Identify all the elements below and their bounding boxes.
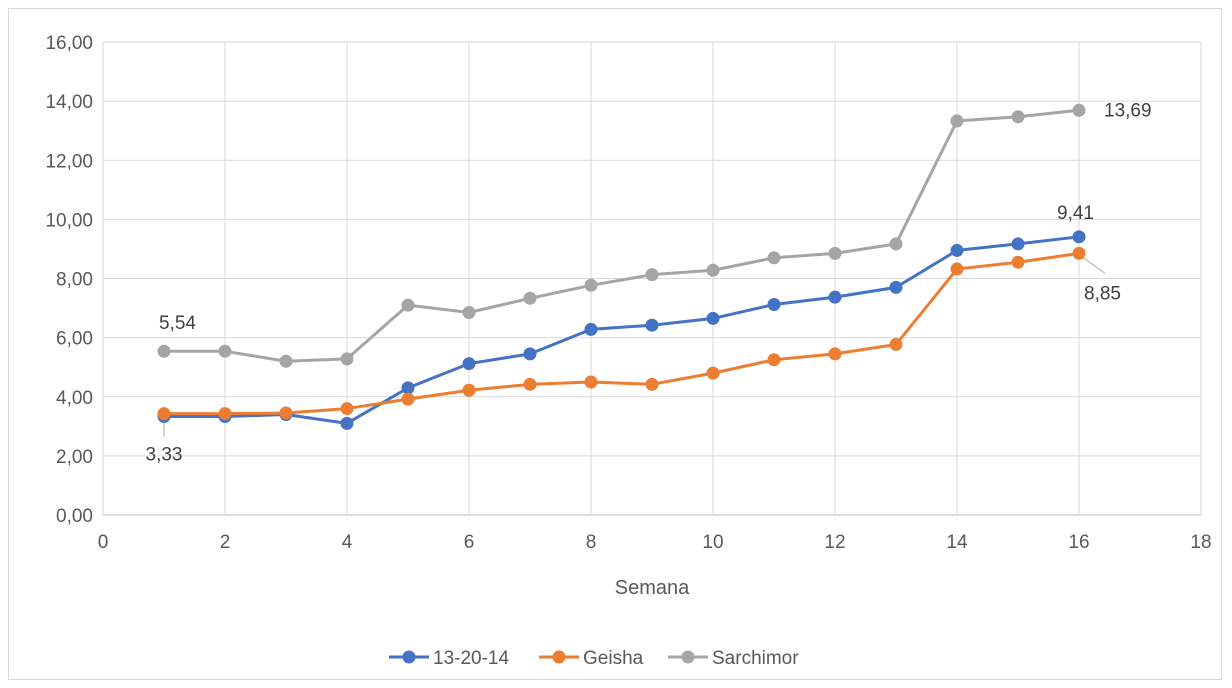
data-point [1011, 237, 1025, 251]
x-tick-label: 2 [220, 532, 231, 553]
data-point [767, 298, 781, 312]
data-point [645, 268, 659, 282]
data-label: 13,69 [1104, 100, 1152, 121]
data-point [645, 318, 659, 332]
y-tick-label: 10,00 [45, 210, 93, 231]
data-point [645, 377, 659, 391]
x-tick-label: 4 [342, 532, 353, 553]
line-chart: 0,00 2,00 4,00 6,00 8,00 10,00 12,00 14,00 16,00… [45, 33, 1212, 669]
legend-marker [402, 650, 416, 664]
y-tick-label: 6,00 [56, 329, 93, 350]
data-point [340, 416, 354, 430]
data-point [340, 402, 354, 416]
data-point [584, 322, 598, 336]
legend-label: Sarchimor [712, 648, 799, 669]
data-point [462, 305, 476, 319]
data-point [401, 381, 415, 395]
data-point [279, 406, 293, 420]
x-tick-label: 6 [464, 532, 475, 553]
y-tick-label: 0,00 [56, 506, 93, 527]
data-point [828, 290, 842, 304]
y-tick-label: 12,00 [45, 151, 93, 172]
series-line [164, 235, 1080, 425]
data-point [523, 347, 537, 361]
data-point [706, 366, 720, 380]
data-point [584, 278, 598, 292]
legend-label: Geisha [583, 648, 644, 669]
legend-item: Sarchimor [668, 648, 799, 669]
series-sarchimor [157, 103, 1086, 368]
x-axis-tick-labels: 0 2 4 6 8 10 12 14 16 18 [98, 532, 1212, 553]
data-point [828, 347, 842, 361]
series-line [164, 108, 1080, 363]
series-13-20-14 [157, 230, 1086, 430]
leader-line [1082, 256, 1106, 274]
data-labels: 5,54 3,33 13,69 9,41 8,85 [146, 100, 1152, 465]
chart-area: 0,00 2,00 4,00 6,00 8,00 10,00 12,00 14,00 16,00… [8, 8, 1222, 680]
data-point [523, 291, 537, 305]
data-point [950, 262, 964, 276]
data-point [767, 353, 781, 367]
data-point [218, 407, 232, 421]
data-point [950, 243, 964, 257]
data-point [157, 407, 171, 421]
x-tick-label: 8 [586, 532, 597, 553]
data-point [401, 298, 415, 312]
legend-label: 13-20-14 [433, 648, 509, 669]
data-point [462, 383, 476, 397]
y-axis-tick-labels: 0,00 2,00 4,00 6,00 8,00 10,00 12,00 14,00 16,00 [45, 33, 93, 527]
data-point [950, 114, 964, 128]
series-lines [157, 103, 1086, 430]
data-point [1072, 246, 1086, 260]
y-tick-label: 16,00 [45, 33, 93, 54]
data-point [706, 311, 720, 325]
data-label-leader-lines [163, 256, 1106, 437]
data-point [584, 375, 598, 389]
data-point [279, 354, 293, 368]
data-point [767, 251, 781, 265]
y-tick-label: 4,00 [56, 388, 93, 409]
data-label: 8,85 [1084, 283, 1121, 304]
data-point [1072, 103, 1086, 117]
data-point [523, 377, 537, 391]
data-label: 3,33 [146, 445, 183, 466]
data-point [401, 392, 415, 406]
data-point [889, 337, 903, 351]
legend-item: 13-20-14 [389, 648, 509, 669]
data-point [1072, 230, 1086, 244]
legend-marker [681, 650, 695, 664]
data-point [218, 344, 232, 358]
data-label: 9,41 [1057, 203, 1094, 224]
x-tick-label: 12 [824, 532, 845, 553]
data-point [889, 237, 903, 251]
x-tick-label: 14 [946, 532, 968, 553]
data-point [462, 357, 476, 371]
data-point [1011, 110, 1025, 124]
legend-item: Geisha [539, 648, 644, 669]
legend-marker [552, 650, 566, 664]
y-tick-label: 8,00 [56, 270, 93, 291]
x-axis-title: Semana [615, 577, 690, 599]
x-tick-label: 18 [1190, 532, 1211, 553]
data-point [157, 344, 171, 358]
series-line [164, 251, 1080, 416]
data-point [340, 352, 354, 366]
data-point [706, 263, 720, 277]
series-geisha [157, 246, 1086, 421]
y-tick-label: 2,00 [56, 447, 93, 468]
x-tick-label: 10 [702, 532, 723, 553]
y-tick-label: 14,00 [45, 92, 93, 113]
x-tick-label: 16 [1068, 532, 1089, 553]
x-tick-label: 0 [98, 532, 109, 553]
data-point [889, 280, 903, 294]
legend: 13-20-14 Geisha Sarchimor [389, 648, 799, 669]
data-point [1011, 255, 1025, 269]
data-point [828, 246, 842, 260]
data-label: 5,54 [159, 313, 196, 334]
